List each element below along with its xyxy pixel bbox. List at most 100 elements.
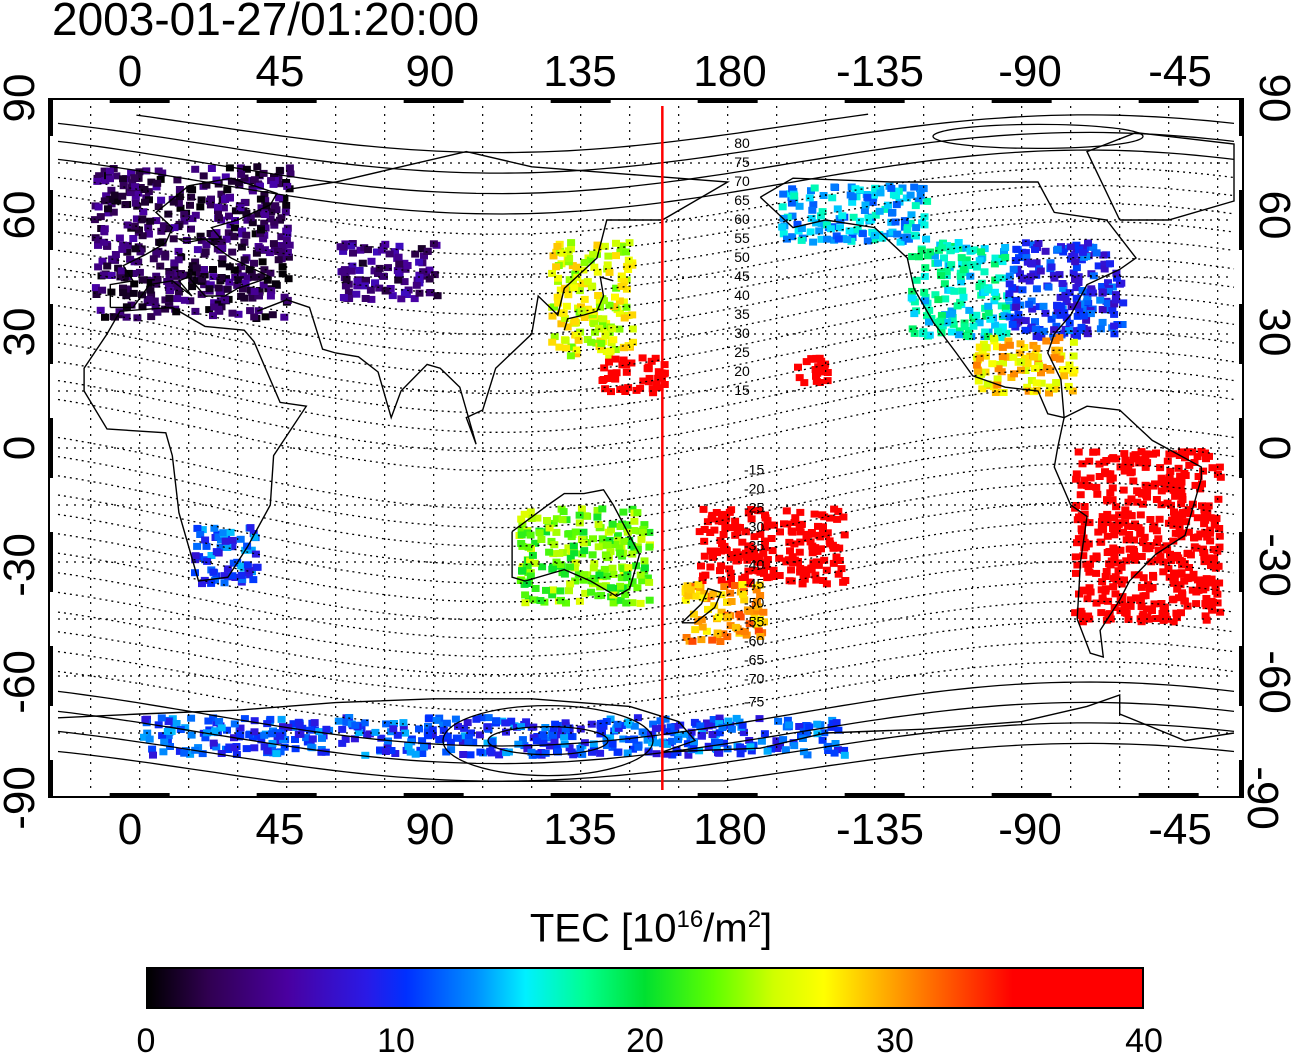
tec-cell bbox=[608, 520, 617, 528]
tec-cell bbox=[622, 368, 631, 376]
tec-cell bbox=[841, 577, 850, 584]
coastline bbox=[759, 177, 1138, 419]
tec-cell bbox=[129, 289, 138, 297]
tec-cell bbox=[1106, 615, 1115, 623]
tec-cell bbox=[231, 224, 239, 232]
tec-cell bbox=[406, 748, 415, 756]
tec-cell bbox=[668, 737, 677, 745]
tec-cell bbox=[1154, 546, 1163, 554]
tec-cell bbox=[601, 385, 610, 393]
tec-cell bbox=[210, 299, 219, 307]
tec-cell bbox=[417, 245, 426, 253]
tec-cell bbox=[627, 359, 636, 367]
tec-cell bbox=[654, 368, 663, 376]
tec-cell bbox=[957, 278, 966, 286]
tec-cell bbox=[263, 720, 272, 728]
tec-cell bbox=[597, 339, 606, 347]
tec-cell bbox=[709, 590, 718, 598]
tec-cell bbox=[577, 505, 586, 513]
tec-cell bbox=[344, 288, 353, 296]
tec-cell bbox=[593, 513, 602, 521]
tec-cell bbox=[219, 204, 228, 212]
tec-cell bbox=[1065, 319, 1074, 327]
tec-cell bbox=[352, 290, 361, 298]
tec-cell bbox=[934, 319, 943, 326]
tec-cell bbox=[596, 303, 604, 311]
tec-cell bbox=[342, 718, 351, 726]
tec-cell bbox=[741, 528, 750, 536]
tec-cell bbox=[250, 728, 259, 736]
tec-cell bbox=[524, 543, 533, 551]
tec-cell bbox=[1041, 247, 1050, 255]
tec-cell bbox=[628, 550, 637, 558]
contour-label: 65 bbox=[734, 192, 750, 208]
tec-cell bbox=[555, 343, 564, 351]
tec-cell bbox=[989, 334, 998, 342]
tec-cell bbox=[595, 571, 604, 579]
tec-cell bbox=[1089, 243, 1098, 251]
tec-cell bbox=[875, 207, 884, 215]
tec-cell bbox=[756, 615, 765, 623]
frame-tick bbox=[48, 646, 53, 706]
tec-cell bbox=[608, 740, 617, 748]
tec-cell bbox=[1030, 353, 1039, 361]
contour-line bbox=[57, 238, 1235, 316]
tec-cell bbox=[567, 239, 576, 247]
tec-cell bbox=[1124, 462, 1133, 470]
tec-cell bbox=[687, 728, 696, 736]
tec-cell bbox=[595, 324, 604, 332]
tec-cell bbox=[214, 300, 223, 308]
tec-cell bbox=[1105, 548, 1114, 555]
tec-cell bbox=[418, 737, 427, 745]
tec-cell bbox=[435, 736, 444, 743]
tec-cell bbox=[541, 724, 550, 731]
tec-cell bbox=[1137, 553, 1146, 560]
tec-cell bbox=[706, 563, 715, 571]
tec-cell bbox=[1085, 568, 1094, 576]
frame-tick bbox=[1239, 304, 1244, 364]
tec-cell bbox=[1022, 254, 1031, 262]
tec-cell bbox=[1184, 573, 1193, 581]
tec-cell bbox=[1073, 332, 1081, 340]
colorbar bbox=[146, 967, 1144, 1009]
tec-cell bbox=[175, 747, 184, 755]
tec-cell bbox=[225, 212, 233, 220]
tec-cell bbox=[249, 576, 258, 584]
tec-cell bbox=[237, 230, 246, 238]
tec-cell bbox=[1062, 314, 1071, 322]
tec-cell bbox=[615, 544, 624, 552]
tec-cell bbox=[1134, 571, 1143, 579]
tec-cell bbox=[531, 539, 540, 547]
tec-cell bbox=[1004, 337, 1013, 345]
tec-cell bbox=[1153, 539, 1161, 547]
tec-cell bbox=[447, 746, 456, 754]
tec-cell bbox=[759, 608, 768, 616]
top-lon-tick: 180 bbox=[693, 47, 767, 96]
tec-cell bbox=[518, 736, 527, 744]
tec-cell bbox=[984, 302, 993, 310]
left-lat-tick: 90 bbox=[0, 73, 44, 123]
tec-cell bbox=[1143, 493, 1151, 501]
tec-cell bbox=[717, 608, 726, 616]
tec-cell bbox=[348, 262, 357, 270]
tec-cell bbox=[818, 528, 827, 536]
tec-cell bbox=[911, 202, 920, 210]
tec-cell bbox=[972, 361, 981, 369]
tec-cell bbox=[263, 276, 272, 284]
tec-cell bbox=[860, 207, 869, 214]
tec-cell bbox=[549, 586, 557, 594]
tec-cell bbox=[1109, 525, 1117, 532]
tec-cell bbox=[1200, 576, 1209, 584]
tec-cell bbox=[1104, 287, 1113, 295]
tec-cell bbox=[255, 171, 264, 179]
tec-cell bbox=[1076, 491, 1085, 499]
tec-cell bbox=[1096, 296, 1105, 304]
tec-cell bbox=[556, 587, 565, 595]
tec-cell bbox=[616, 596, 625, 604]
tec-cell bbox=[1031, 365, 1039, 372]
tec-cell bbox=[676, 721, 685, 729]
tec-cell bbox=[1196, 530, 1205, 538]
tec-cell bbox=[526, 508, 535, 516]
tec-cell bbox=[791, 514, 800, 522]
tec-cell bbox=[838, 212, 847, 220]
